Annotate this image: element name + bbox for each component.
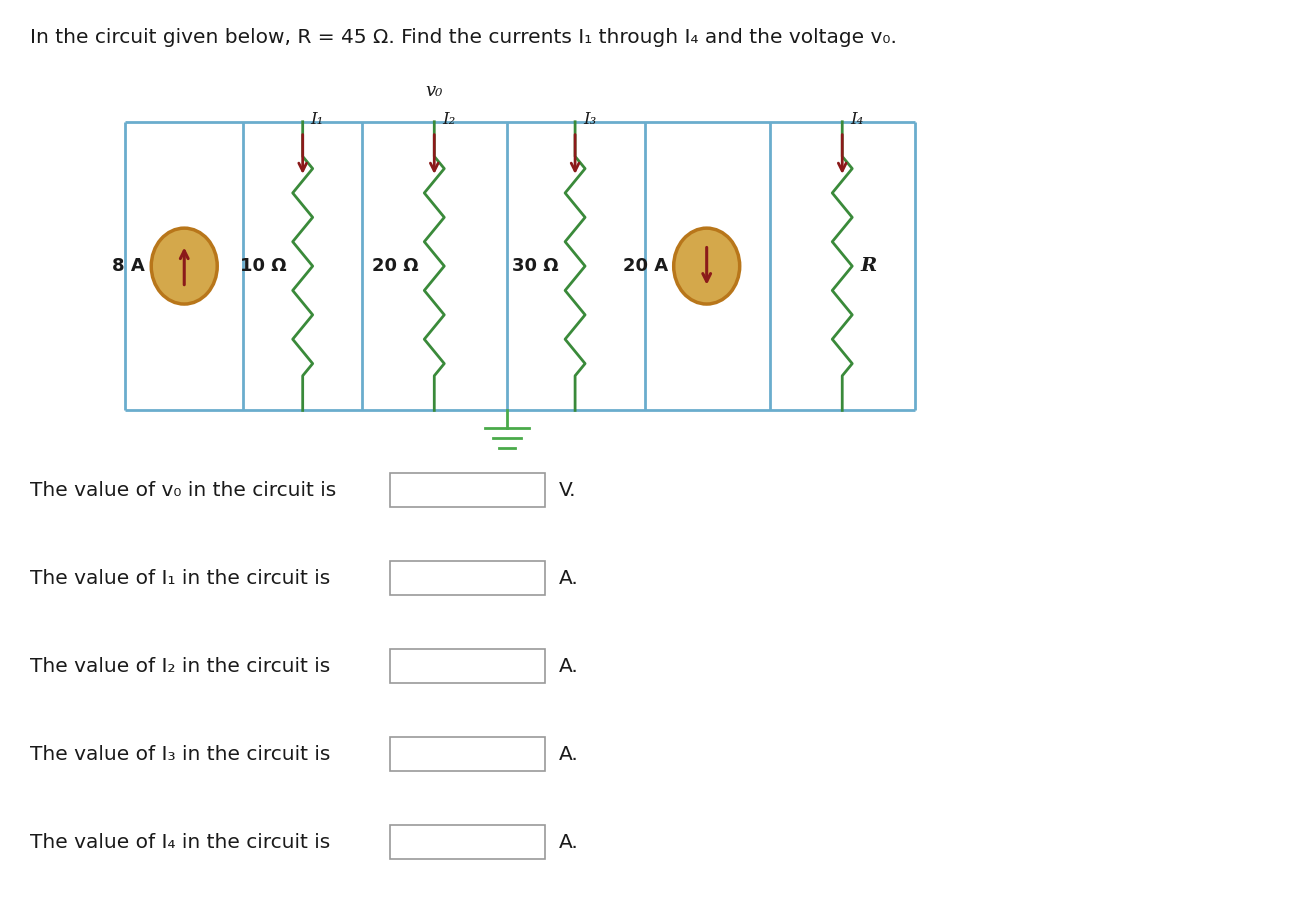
- Text: 8 A: 8 A: [112, 257, 145, 275]
- Text: The value of I₃ in the circuit is: The value of I₃ in the circuit is: [30, 744, 330, 763]
- Text: I₃: I₃: [583, 111, 596, 128]
- FancyBboxPatch shape: [390, 473, 545, 507]
- Text: 30 Ω: 30 Ω: [512, 257, 559, 275]
- FancyBboxPatch shape: [390, 825, 545, 859]
- Text: The value of I₁ in the circuit is: The value of I₁ in the circuit is: [30, 568, 330, 587]
- Text: I₁: I₁: [311, 111, 324, 128]
- Text: V.: V.: [559, 481, 576, 500]
- Text: A.: A.: [559, 833, 579, 851]
- Text: The value of I₄ in the circuit is: The value of I₄ in the circuit is: [30, 833, 330, 851]
- Text: A.: A.: [559, 657, 579, 676]
- FancyBboxPatch shape: [390, 561, 545, 595]
- Text: In the circuit given below, R = 45 Ω. Find the currents I₁ through I₄ and the vo: In the circuit given below, R = 45 Ω. Fi…: [30, 28, 898, 47]
- Text: 10 Ω: 10 Ω: [240, 257, 287, 275]
- Text: I₄: I₄: [850, 111, 863, 128]
- Text: v₀: v₀: [425, 82, 443, 100]
- Text: I₂: I₂: [442, 111, 455, 128]
- Ellipse shape: [674, 228, 740, 304]
- FancyBboxPatch shape: [390, 737, 545, 771]
- Text: R: R: [861, 257, 876, 275]
- Text: 20 A: 20 A: [622, 257, 667, 275]
- Ellipse shape: [151, 228, 217, 304]
- Text: A.: A.: [559, 568, 579, 587]
- Text: A.: A.: [559, 744, 579, 763]
- Text: 20 Ω: 20 Ω: [371, 257, 418, 275]
- Text: The value of I₂ in the circuit is: The value of I₂ in the circuit is: [30, 657, 330, 676]
- Text: The value of v₀ in the circuit is: The value of v₀ in the circuit is: [30, 481, 337, 500]
- FancyBboxPatch shape: [390, 649, 545, 683]
